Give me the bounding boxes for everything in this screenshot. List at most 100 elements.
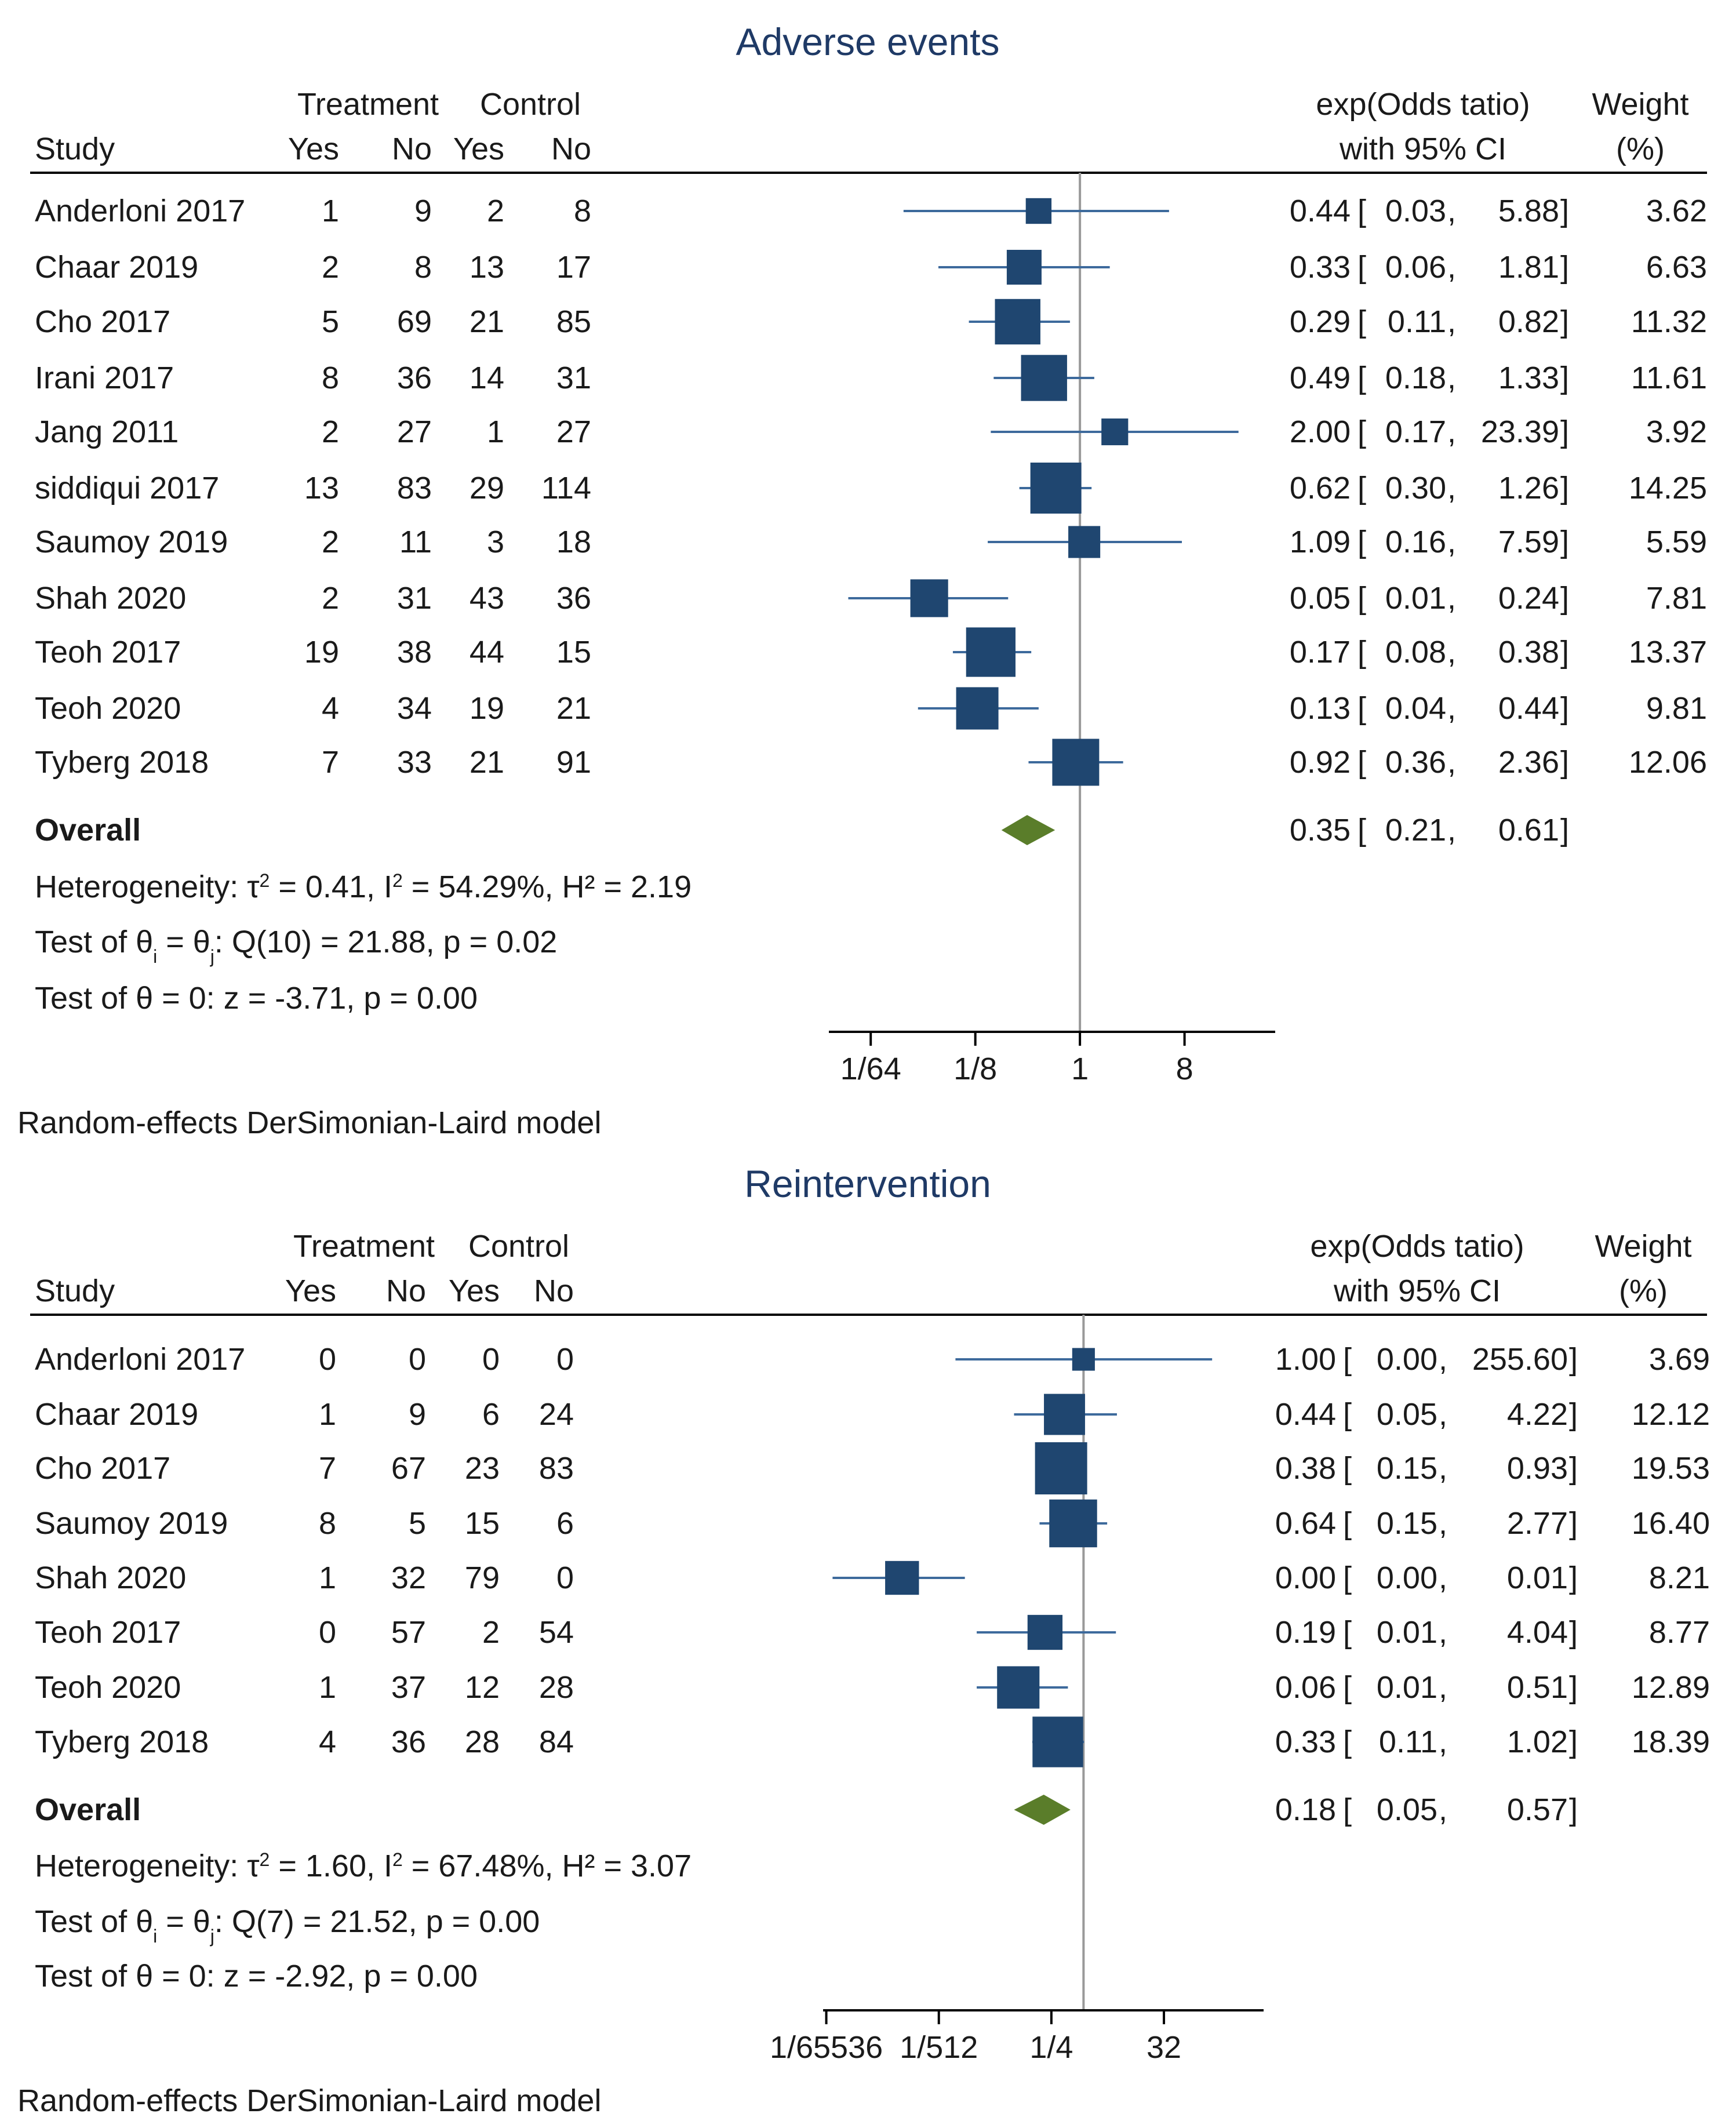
ci-upper: 0.82 [1498, 304, 1559, 339]
study-name: Teoh 2020 [35, 691, 181, 726]
study-row: Cho 2017 5 69 21 85 0.29[0.11, 0.82] 11.32 [35, 299, 1707, 345]
control-yes: 19 [470, 691, 504, 726]
odds-ratio: 1.00 [1275, 1342, 1336, 1377]
control-no: 27 [556, 414, 591, 449]
treatment-yes: 2 [322, 250, 339, 285]
weight-box [1044, 1394, 1085, 1435]
study-weight: 3.69 [1649, 1342, 1710, 1377]
treatment-no: 57 [391, 1615, 426, 1650]
study-name: Teoh 2017 [35, 635, 181, 670]
ci-comma: , [1439, 1397, 1447, 1432]
control-yes: 29 [470, 471, 504, 505]
study-row: Chaar 2019 1 9 6 24 0.44[0.05, 4.22] 12.12 [35, 1394, 1710, 1435]
forest-panel-2: Reintervention Treatment Control Study Yes No… [17, 1162, 1710, 2118]
ci-upper: 5.88 [1498, 194, 1559, 228]
header-weight-line1: Weight [1592, 87, 1688, 122]
treatment-no: 69 [397, 304, 432, 339]
study-weight: 11.61 [1631, 361, 1707, 395]
stats-text: = 54.29%, H² = 2.19 [403, 870, 692, 904]
odds-ratio: 0.38 [1275, 1451, 1336, 1486]
ci-lower: 0.01 [1377, 1670, 1437, 1705]
ci-comma: , [1447, 581, 1456, 616]
ci-comma: , [1447, 194, 1456, 228]
ci-open-bracket: [ [1343, 1560, 1352, 1595]
stats-text: i [153, 1926, 157, 1947]
overall-ci-close-bracket: ] [1569, 1792, 1578, 1827]
header-effect-line2: with 95% CI [1339, 132, 1506, 166]
control-yes: 12 [465, 1670, 500, 1705]
study-name: Saumoy 2019 [35, 525, 228, 559]
ci-upper: 0.93 [1507, 1451, 1568, 1486]
study-name: Shah 2020 [35, 1560, 186, 1595]
treatment-yes: 8 [319, 1506, 336, 1541]
study-weight: 12.12 [1632, 1397, 1710, 1432]
header-effect-line1: exp(Odds tatio) [1310, 1229, 1524, 1264]
ci-close-bracket: ] [1560, 361, 1569, 395]
ci-upper: 4.04 [1507, 1615, 1568, 1650]
header-control-yes: Yes [449, 1274, 500, 1308]
control-yes: 2 [487, 194, 504, 228]
ci-lower: 0.06 [1385, 250, 1446, 285]
study-weight: 12.89 [1632, 1670, 1710, 1705]
ci-close-bracket: ] [1569, 1397, 1578, 1432]
ci-open-bracket: [ [1357, 581, 1366, 616]
ci-comma: , [1447, 745, 1456, 780]
treatment-no: 36 [391, 1725, 426, 1759]
study-row: Saumoy 2019 8 5 15 6 0.64[0.15, 2.77] 16.40 [35, 1499, 1710, 1548]
stats-text: = θ [157, 925, 210, 959]
stats-text: 2 [392, 1849, 403, 1870]
treatment-no: 0 [409, 1342, 426, 1377]
ci-close-bracket: ] [1560, 691, 1569, 726]
control-no: 18 [556, 525, 591, 559]
stats-text: Test of θ = 0: z = -2.92, p = 0.00 [35, 1959, 478, 1994]
treatment-yes: 5 [322, 304, 339, 339]
x-tick-label: 1 [1071, 1052, 1089, 1086]
odds-ratio: 0.62 [1290, 471, 1351, 505]
treatment-yes: 0 [319, 1615, 336, 1650]
study-name: Chaar 2019 [35, 1397, 198, 1432]
study-name: Anderloni 2017 [35, 194, 245, 228]
study-row: Teoh 2017 19 38 44 15 0.17[0.08, 0.38] 13.37 [35, 627, 1707, 677]
stats-text: : Q(7) = 21.52, p = 0.00 [214, 1904, 540, 1939]
study-row: Cho 2017 7 67 23 83 0.38[0.15, 0.93] 19.53 [35, 1442, 1710, 1494]
treatment-no: 33 [397, 745, 432, 780]
ci-lower: 0.17 [1385, 414, 1446, 449]
treatment-no: 9 [414, 194, 432, 228]
header-study: Study [35, 1274, 115, 1308]
ci-close-bracket: ] [1560, 471, 1569, 505]
study-weight: 8.77 [1649, 1615, 1710, 1650]
overall-ci-lower: 0.05 [1377, 1792, 1437, 1827]
ci-close-bracket: ] [1569, 1615, 1578, 1650]
ci-lower: 0.36 [1385, 745, 1446, 780]
stats-text: : Q(10) = 21.88, p = 0.02 [214, 925, 557, 959]
control-yes: 21 [470, 304, 504, 339]
weight-box [1072, 1348, 1095, 1371]
stats-line: Heterogeneity: τ2 = 0.41, I2 = 54.29%, H… [35, 870, 692, 904]
ci-lower: 0.15 [1377, 1451, 1437, 1486]
ci-upper: 7.59 [1498, 525, 1559, 559]
stats-text: j [210, 946, 214, 967]
ci-open-bracket: [ [1357, 250, 1366, 285]
control-yes: 28 [465, 1725, 500, 1759]
ci-comma: , [1447, 635, 1456, 670]
treatment-no: 5 [409, 1506, 426, 1541]
x-tick-label: 1/64 [840, 1052, 901, 1086]
header-control-no: No [551, 132, 591, 166]
ci-upper: 23.39 [1481, 414, 1559, 449]
ci-upper: 4.22 [1507, 1397, 1568, 1432]
stats-text: = 67.48%, H² = 3.07 [403, 1849, 692, 1883]
header-treatment: Treatment [293, 1229, 435, 1264]
odds-ratio: 1.09 [1290, 525, 1351, 559]
odds-ratio: 0.05 [1290, 581, 1351, 616]
treatment-yes: 1 [319, 1670, 336, 1705]
ci-close-bracket: ] [1569, 1670, 1578, 1705]
ci-open-bracket: [ [1357, 635, 1366, 670]
control-no: 8 [574, 194, 591, 228]
ci-upper: 2.77 [1507, 1506, 1568, 1541]
ci-upper: 0.24 [1498, 581, 1559, 616]
ci-comma: , [1447, 414, 1456, 449]
control-yes: 1 [487, 414, 504, 449]
treatment-no: 8 [414, 250, 432, 285]
study-name: Cho 2017 [35, 304, 170, 339]
overall-label: Overall [35, 813, 141, 847]
